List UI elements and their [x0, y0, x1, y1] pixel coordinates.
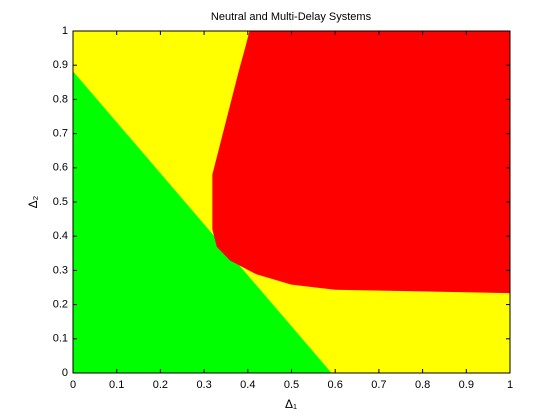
chart-title: Neutral and Multi-Delay Systems — [211, 11, 372, 23]
y-axis-label: Δ₂ — [26, 195, 40, 208]
y-tick-label: 0.9 — [53, 59, 68, 71]
x-tick-label: 0 — [70, 379, 76, 391]
y-tick-label: 0.2 — [53, 299, 68, 311]
y-tick-label: 0.3 — [53, 264, 68, 276]
x-tick-label: 0.9 — [459, 379, 474, 391]
x-tick-label: 0.2 — [153, 379, 168, 391]
x-tick-label: 0.8 — [415, 379, 430, 391]
y-tick-label: 0.6 — [53, 162, 68, 174]
x-tick-label: 0.5 — [284, 379, 299, 391]
region — [212, 30, 511, 294]
x-axis-label: Δ₁ — [285, 397, 297, 411]
y-tick-label: 0.7 — [53, 128, 68, 140]
x-tick-label: 0.1 — [109, 379, 124, 391]
x-tick-label: 0.4 — [240, 379, 255, 391]
y-tick-label: 0.8 — [53, 93, 68, 105]
y-tick-label: 0.1 — [53, 333, 68, 345]
x-tick-label: 0.7 — [371, 379, 386, 391]
y-tick-label: 0 — [62, 367, 68, 379]
y-tick-label: 1 — [62, 25, 68, 37]
x-tick-label: 1 — [507, 379, 513, 391]
plot-area — [72, 30, 511, 374]
x-tick-label: 0.3 — [196, 379, 211, 391]
y-tick-label: 0.5 — [53, 196, 68, 208]
y-tick-label: 0.4 — [53, 230, 68, 242]
x-tick-label: 0.6 — [328, 379, 343, 391]
